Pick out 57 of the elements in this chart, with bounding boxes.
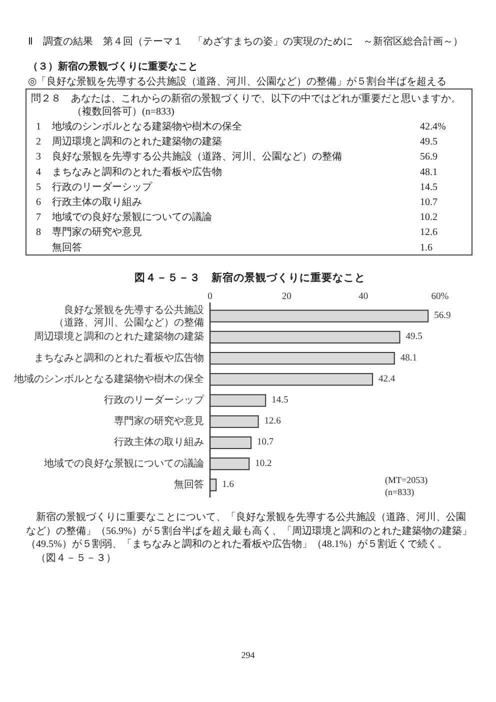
text: 3 — [36, 152, 41, 163]
text: 8 — [36, 227, 41, 238]
data-label: 12.6 — [264, 416, 282, 427]
text: 10.2 — [420, 212, 438, 224]
text: 12.6 — [420, 227, 438, 238]
y-tick-label: 周辺環境と調和のとれた建築物の建築 — [34, 330, 204, 343]
x-tick-label: 60% — [431, 292, 449, 302]
text: 周辺環境と調和のとれた建築物の建築 — [52, 136, 222, 148]
text: 294 — [241, 650, 256, 660]
y-tick-label: 地域のシンボルとなる建築物や樹木の保全 — [13, 372, 204, 385]
data-label: 49.5 — [406, 332, 423, 342]
text: 専門家の研究や意見 — [52, 226, 142, 238]
text: （図４－５－３） — [35, 552, 117, 566]
text: 地域のシンボルとなる建築物や樹木の保全 — [51, 120, 242, 132]
data-label: 10.7 — [257, 438, 274, 448]
y-tick-label: まちなみと調和のとれた看板や広告物 — [34, 352, 204, 364]
text: 2 — [36, 136, 41, 148]
text: 1.6 — [420, 242, 432, 254]
text: （３）新宿の景観づくりに重要なこと — [28, 60, 198, 72]
text: 4 — [36, 166, 41, 178]
text: Ⅱ 調査の結果 第４回（テーマ１ 「めざすまちの姿」の実現のために ～新宿区総合計画～） — [28, 36, 463, 48]
text: 48.1 — [420, 166, 438, 178]
text: ◎「良好な景観を先導する公共施設（道路、河川、公園など）の整備」が５割台半ばを超える — [28, 76, 447, 88]
y-tick-label: 専門家の研究や意見 — [114, 415, 204, 428]
text: 5 — [36, 182, 41, 193]
y-tick-label: 良好な景観を先導する公共施設（道路、河川、公園など）の整備 — [54, 303, 204, 328]
annotation: (MT=2053) — [385, 475, 428, 485]
text: まちなみと調和のとれた看板や広告物 — [52, 166, 222, 178]
text: 新宿の景観づくりに重要なことについて、「良好な景観を先導する公共施設（道路、河川、公園など）の整備」（56.9%）が５割台半ばを超え最も高く、「周辺環境と調和のとれた建築物の建築」（49.5%）が５割弱、「まちなみと調和のとれた看板や広告物」（48.1%）が５割近くで続く。 — [26, 511, 472, 552]
text: 7 — [36, 212, 41, 224]
y-tick-label: 行政のリーダーシップ — [104, 394, 205, 406]
annotation: (n=833) — [385, 487, 414, 497]
y-tick-label: 無回答 — [174, 478, 204, 490]
data-label: 10.2 — [255, 458, 272, 469]
y-tick-label: 行政主体の取り組み — [114, 436, 204, 448]
data-label: 42.4 — [378, 374, 396, 384]
data-label: 14.5 — [272, 396, 288, 406]
y-tick-label: 地域での良好な景観についての議論 — [43, 457, 204, 470]
text: 10.7 — [420, 197, 438, 208]
x-tick-label: 0 — [208, 292, 213, 302]
text: 14.5 — [420, 182, 438, 193]
text: 42.4% — [420, 122, 446, 132]
x-tick-label: 20 — [282, 292, 292, 302]
text: 6 — [36, 197, 41, 208]
text: 1 — [36, 122, 41, 132]
data-label: 48.1 — [400, 353, 418, 364]
text: （複数回答可）(n=833) — [72, 106, 174, 118]
data-label: 56.9 — [434, 311, 451, 322]
x-tick-label: 40 — [358, 292, 368, 302]
text: 56.9 — [420, 152, 438, 163]
text: 49.5 — [420, 136, 438, 148]
text: 良好な景観を先導する公共施設（道路、河川、公園など）の整備 — [52, 150, 342, 163]
chart-title: 図４－５－３ 新宿の景観づくりに重要なこと — [134, 271, 366, 284]
text: 行政主体の取り組み — [52, 196, 142, 208]
text: 無回答 — [52, 241, 82, 254]
data-label: 1.6 — [222, 480, 234, 490]
text: 問２８ あなたは、これからの新宿の景観づくりで、以下の中ではどれが重要だと思いますか。 — [31, 92, 461, 104]
